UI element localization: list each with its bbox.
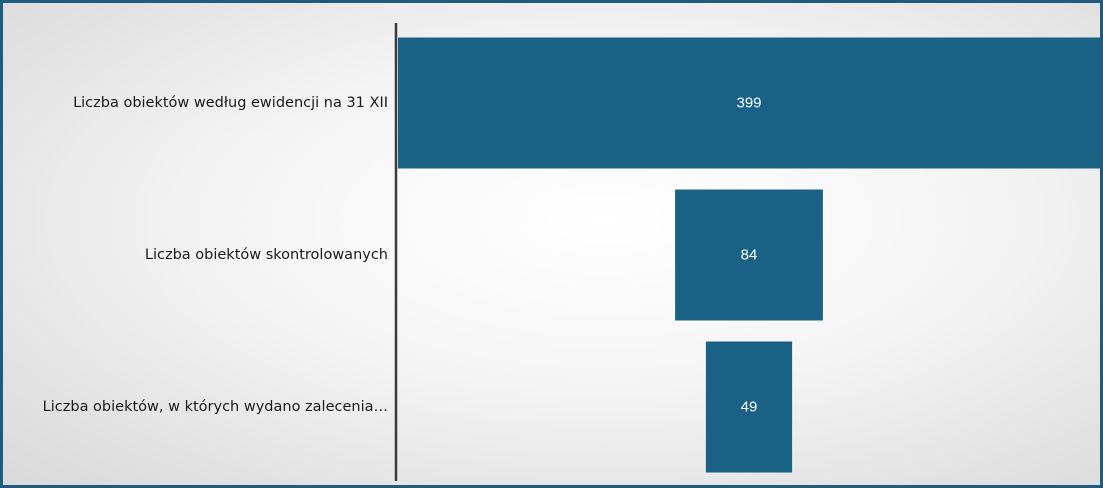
bars-layer <box>398 37 1100 473</box>
category-label-1: Liczba obiektów według ewidencji na 31 X… <box>73 95 388 111</box>
data-label-1: 399 <box>736 95 761 112</box>
data-label-3: 49 <box>741 399 758 416</box>
funnel-bar-2 <box>675 189 823 321</box>
funnel-bar-1 <box>398 37 1100 169</box>
category-label-3: Liczba obiektów, w których wydano zalece… <box>43 399 388 415</box>
funnel-bar-3 <box>705 341 793 473</box>
category-label-2: Liczba obiektów skontrolowanych <box>145 247 388 263</box>
data-label-2: 84 <box>741 247 758 264</box>
funnel-chart: 399 Liczba obiektów według ewidencji na 3… <box>43 23 1100 481</box>
labels-layer: 399 Liczba obiektów według ewidencji na 3… <box>43 95 762 416</box>
